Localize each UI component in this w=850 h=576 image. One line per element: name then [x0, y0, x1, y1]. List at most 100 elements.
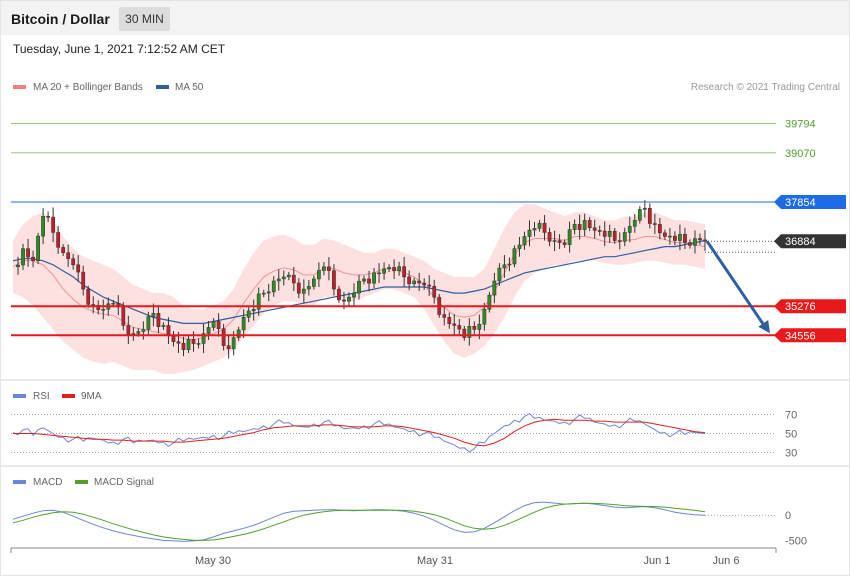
timestamp-label: Tuesday, June 1, 2021 7:12:52 AM CET: [13, 42, 226, 56]
macd-line: [12, 501, 706, 542]
candle-body: [572, 224, 577, 230]
candle-body: [186, 339, 191, 350]
candle-body: [211, 321, 216, 328]
interval-button[interactable]: 30 MIN: [119, 7, 170, 31]
candle-body: [206, 327, 211, 334]
rsi-tick-label: 70: [785, 410, 797, 422]
candle-body: [602, 230, 607, 237]
candle-body: [632, 220, 637, 227]
candle-body: [547, 232, 552, 242]
candle-body: [663, 232, 667, 237]
candle-body: [301, 288, 306, 294]
candle-body: [362, 278, 366, 282]
credit-label: Research © 2021 Trading Central: [691, 82, 840, 93]
candle-body: [261, 292, 266, 295]
macd-legend: MACD MACD Signal: [13, 477, 154, 488]
candle-body: [46, 216, 50, 218]
candle-body: [562, 242, 567, 245]
instrument-title: Bitcoin / Dollar: [11, 11, 110, 27]
candle-body: [266, 291, 271, 294]
candle-body: [472, 326, 477, 330]
candle-body: [612, 230, 617, 241]
candle-body: [276, 278, 281, 282]
candle-body: [246, 310, 251, 318]
candle-body: [577, 224, 582, 230]
candle-body: [21, 248, 25, 266]
candle-body: [392, 267, 396, 272]
macd-signal-legend-label: MACD Signal: [94, 477, 154, 488]
candle-body: [382, 268, 386, 274]
candle-body: [627, 226, 632, 233]
candle-body: [597, 230, 602, 232]
candle-body: [322, 266, 326, 271]
support-price-tag: [774, 299, 846, 314]
candle-body: [296, 282, 301, 294]
rsi-legend-swatch: [13, 394, 26, 398]
candle-body: [16, 264, 20, 268]
rsi-legend: RSI 9MA: [13, 391, 102, 402]
candle-body: [306, 286, 311, 290]
candle-body: [367, 278, 371, 284]
candle-body: [447, 317, 452, 325]
candle-body: [457, 325, 462, 330]
candle-body: [216, 321, 221, 329]
forecast-arrow-shaft: [705, 240, 768, 330]
candle-body: [582, 220, 587, 230]
candle-body: [281, 276, 286, 280]
candle-body: [111, 302, 116, 305]
rsi-9ma-legend-swatch: [62, 394, 75, 398]
candle-body: [51, 216, 55, 233]
candle-body: [256, 293, 261, 310]
candle-body: [86, 288, 91, 305]
candle-body: [347, 296, 351, 302]
macd-signal-legend-swatch: [75, 480, 88, 484]
x-tick-label: May 31: [417, 555, 453, 567]
candle-body: [387, 267, 391, 270]
candle-body: [652, 223, 657, 225]
candle-body: [221, 328, 226, 346]
candle-body: [647, 207, 652, 224]
candle-body: [522, 236, 527, 246]
candle-body: [417, 280, 422, 284]
candle-body: [527, 229, 532, 237]
support-label: 35276: [785, 301, 816, 313]
candle-body: [462, 328, 467, 338]
ma50-legend-swatch: [156, 85, 169, 89]
rsi-9ma-line: [13, 418, 706, 447]
macd-tick-label: -500: [785, 535, 807, 547]
resistance-label: 39794: [785, 119, 816, 131]
pivot-label: 37854: [785, 197, 816, 209]
candle-body: [698, 238, 702, 241]
candle-body: [271, 280, 276, 293]
candle-body: [352, 292, 356, 298]
chart-header: Bitcoin / Dollar 30 MIN: [1, 1, 849, 35]
candle-body: [357, 280, 361, 294]
candle-body: [673, 235, 677, 241]
x-tick-label: May 30: [195, 555, 231, 567]
candle-body: [236, 329, 241, 338]
candle-body: [668, 235, 672, 238]
candle-body: [226, 345, 231, 350]
candle-body: [317, 270, 321, 280]
candle-body: [377, 272, 381, 275]
candle-body: [512, 248, 517, 265]
ma20-legend-label: MA 20 + Bollinger Bands: [33, 82, 143, 93]
candle-body: [678, 234, 682, 241]
candle-body: [487, 294, 492, 310]
candle-body: [141, 329, 146, 332]
candle-body: [642, 207, 647, 210]
candle-body: [542, 222, 547, 233]
candle-body: [337, 288, 341, 301]
candle-body: [693, 238, 697, 246]
candle-body: [161, 325, 166, 327]
candle-body: [231, 337, 236, 350]
price-legend: MA 20 + Bollinger Bands MA 50 Research ©…: [13, 82, 840, 93]
candle-body: [477, 323, 482, 330]
candle-body: [532, 228, 537, 231]
candle-body: [467, 326, 472, 338]
support-label: 34556: [785, 330, 816, 342]
candle-body: [683, 234, 687, 243]
rsi-tick-label: 30: [785, 448, 797, 460]
candle-body: [121, 306, 126, 326]
